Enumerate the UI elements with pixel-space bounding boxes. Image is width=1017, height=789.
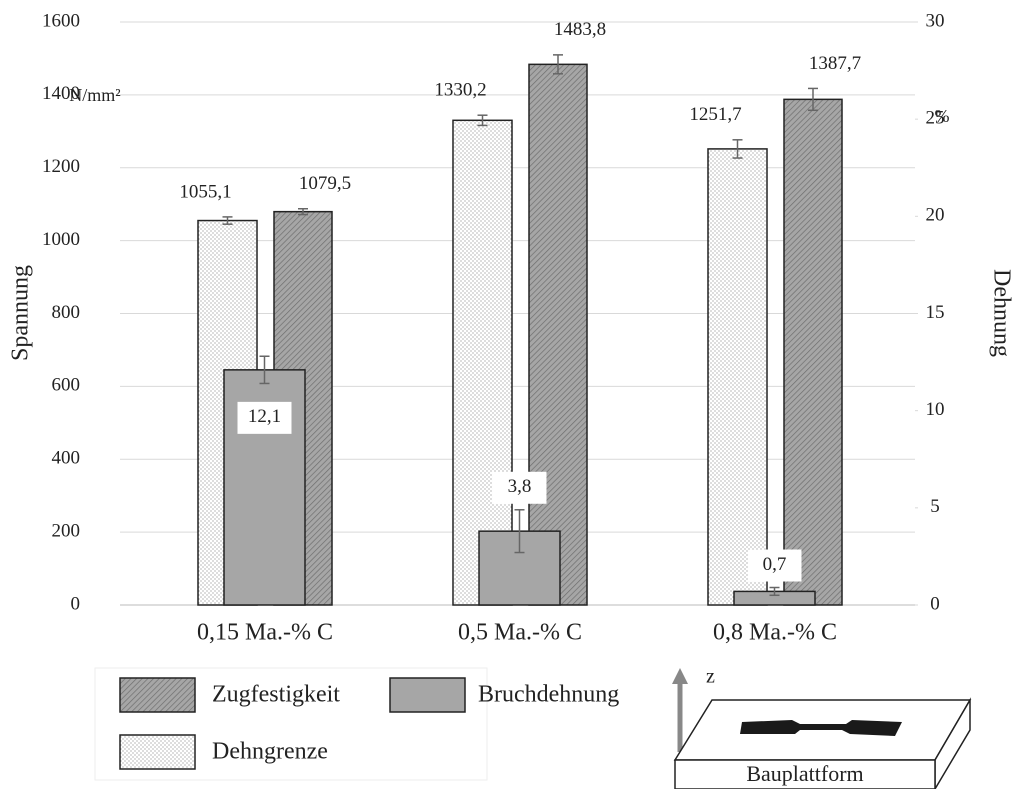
error-bar [769,586,780,597]
y2-unit: % [935,106,950,126]
legend-swatch [119,677,196,713]
value-label-box [492,471,547,504]
value-label: 1387,7 [809,53,861,74]
legend-label: Dehngrenze [212,739,328,765]
x-tick-label: 0,8 Ma.-% C [713,620,837,646]
legend-swatch [389,677,466,713]
bar [707,148,768,606]
error-bar [808,87,818,112]
y2-tick-label: 0 [930,593,940,614]
error-bar [222,216,233,225]
bar [783,98,843,606]
value-label: 1055,1 [179,181,231,202]
y-tick-label: 1000 [42,229,80,250]
y-tick-label: 400 [52,448,81,469]
y-tick-label: 1200 [42,156,80,177]
y-tick-label: 0 [71,593,81,614]
y-tick-label: 600 [52,375,81,396]
y2-tick-label: 15 [926,302,945,323]
legend-swatch [119,734,196,770]
y-axis-title: Spannung [8,265,34,361]
error-bar [553,54,563,75]
bars [197,54,843,606]
labels: 0,15 Ma.-% C 1055,1 1079,5 12,1 0,5 Ma.-% C 1… [179,19,861,645]
platform-label: Bauplattform [746,761,863,786]
error-bar [732,139,743,159]
z-arrow-head [672,668,688,684]
y2-tick-label: 30 [926,10,945,31]
x-tick-label: 0,5 Ma.-% C [458,620,582,646]
y2-tick-label: 20 [926,205,945,226]
value-label-box [237,401,292,434]
y-tick-label: 1600 [42,10,80,31]
value-label: 1079,5 [299,173,351,194]
x-tick-label: 0,15 Ma.-% C [197,620,333,646]
value-label: 12,1 [248,406,281,427]
y-unit: N/mm² [69,85,120,105]
legend: Dehngrenze Zugfestigkeit Bruchdehnung [119,677,619,770]
error-bar [298,207,308,216]
z-label: z [706,666,715,688]
value-label: 3,8 [508,476,532,497]
legend-label: Bruchdehnung [478,682,619,708]
bar [452,119,513,606]
y2-tick-label: 10 [926,399,945,420]
y2-tick-label: 25 [926,108,945,129]
y-tick-label: 200 [52,520,81,541]
y2-tick-label: 5 [930,496,940,517]
value-label: 0,7 [763,554,787,575]
y-tick-label: 800 [52,302,81,323]
y2-axis-title: Dehnung [988,269,1014,357]
illustration: z Bauplattform [672,666,972,789]
error-bar [514,509,525,554]
specimen [740,720,902,736]
value-label: 1330,2 [434,80,486,101]
error-bar [477,114,488,127]
y-tick-label: 1400 [42,83,80,104]
value-label: 1483,8 [554,19,606,40]
error-bar [259,355,270,385]
platform-front [674,759,936,789]
value-label-box [747,549,802,582]
bar [528,63,588,606]
value-label: 1251,7 [689,104,741,125]
legend-label: Zugfestigkeit [212,682,340,708]
